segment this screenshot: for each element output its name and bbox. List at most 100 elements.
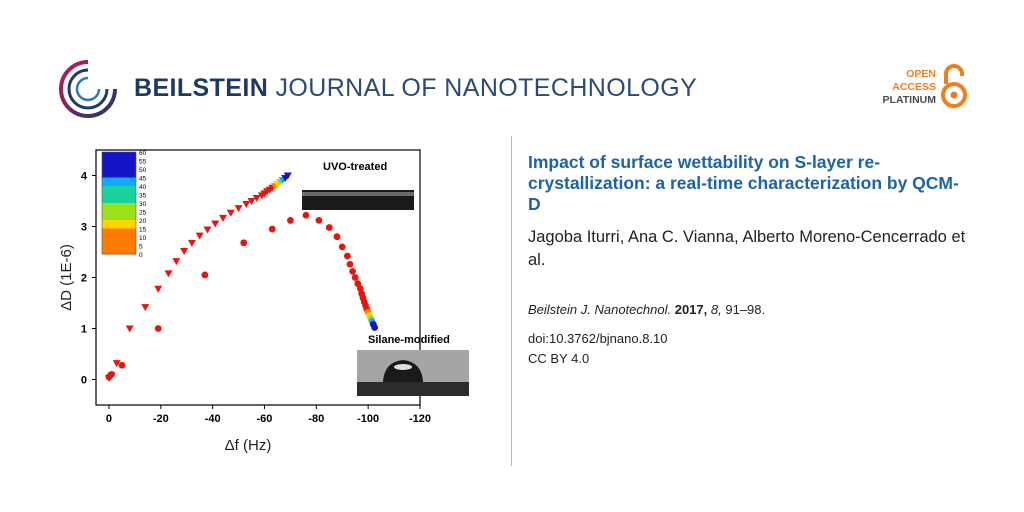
data-point-silane [349, 267, 357, 275]
data-point-silane [201, 271, 209, 279]
inset-silane-substrate [357, 382, 469, 396]
citation-volume: 8, [710, 302, 722, 317]
x-tick-label: -80 [308, 413, 324, 425]
data-point-uvo [252, 194, 261, 202]
data-point-uvo [164, 270, 173, 278]
journal-name-bold: BEILSTEIN [134, 74, 269, 102]
inset-silane-highlight [394, 364, 412, 370]
colorbar-segment [102, 220, 136, 229]
data-point-uvo [195, 232, 204, 240]
annotation-silane: Silane-modified [368, 334, 450, 346]
colorbar-tick-label: 20 [139, 218, 147, 225]
colorbar-segment [102, 237, 136, 246]
citation-journal: Beilstein J. Nanotechnol. [528, 302, 672, 317]
data-point-silane [371, 324, 379, 331]
data-point-uvo [242, 201, 251, 209]
colorbar-segment [102, 203, 136, 212]
y-tick-label: 1 [81, 324, 87, 336]
colorbar-segment [102, 186, 136, 195]
y-axis-label: ΔD (1E-6) [58, 244, 75, 311]
journal-name-rest: JOURNAL OF NANOTECHNOLOGY [268, 74, 698, 102]
article-authors: Jagoba Iturri, Ana C. Vianna, Alberto Mo… [528, 228, 966, 269]
data-point-silane [315, 216, 323, 224]
data-point-uvo [141, 304, 150, 312]
annotation-uvo: UVO-treated [323, 161, 387, 173]
colorbar-segment [102, 169, 136, 178]
data-point-silane [268, 225, 276, 233]
article-title[interactable]: Impact of surface wettability on S-layer… [528, 152, 959, 214]
data-point-silane [287, 216, 294, 224]
oa-line-access: ACCESS [892, 81, 936, 93]
inset-image-uvo [302, 190, 414, 210]
doi-block: doi:10.3762/bjnano.8.10 CC BY 4.0 [528, 329, 668, 369]
citation: Beilstein J. Nanotechnol. 2017, 8, 91–98… [528, 302, 765, 317]
inset-silane-droplet [383, 360, 423, 382]
data-point-uvo [172, 258, 181, 266]
data-point-uvo [234, 205, 243, 213]
x-axis-label: Δf (Hz) [225, 437, 272, 454]
colorbar-segment [102, 160, 136, 170]
x-tick-label: -100 [357, 413, 379, 425]
colorbar-segment [102, 211, 136, 221]
y-tick-label: 2 [81, 273, 87, 285]
inset-image-silane [357, 350, 469, 396]
x-tick-label: -40 [205, 413, 221, 425]
data-point-silane [356, 285, 364, 293]
colorbar-segment [102, 177, 136, 187]
data-point-uvo [247, 198, 256, 205]
colorbar-tick-label: 10 [139, 235, 147, 242]
open-lock-icon [941, 64, 967, 108]
y-tick-label: 4 [81, 171, 88, 183]
colorbar-frame [101, 151, 137, 255]
colorbar-tick-label: 5 [139, 244, 143, 251]
colorbar-tick-label: 50 [139, 167, 147, 174]
data-point-silane [154, 325, 162, 332]
data-point-uvo [219, 214, 228, 222]
data-point-silane [302, 211, 310, 219]
graphical-abstract-chart: 0 -20 -40 -60 -80 -100 -120 0 1 2 3 4 Δf (Hz) ΔD (1E-… [58, 149, 469, 454]
data-point-uvo [187, 239, 196, 247]
colorbar-tick-label: 35 [139, 193, 147, 200]
data-point-uvo [180, 247, 189, 255]
colorbar-tick-label: 0 [139, 252, 143, 259]
data-point-uvo [112, 360, 121, 368]
inset-uvo-film [302, 192, 414, 196]
colorbar-tick-label: 60 [139, 150, 147, 157]
vertical-divider [511, 136, 512, 466]
data-point-uvo [125, 325, 134, 333]
data-point-silane [351, 274, 359, 281]
colorbar-segment [102, 194, 136, 204]
colorbar-tick-label: 55 [139, 159, 147, 166]
data-point-silane [346, 260, 354, 268]
oa-line-platinum: PLATINUM [882, 94, 936, 106]
doi-link[interactable]: doi:10.3762/bjnano.8.10 [528, 331, 668, 346]
colorbar-tick-label: 30 [139, 201, 147, 208]
open-access-badge: OPEN ACCESS PLATINUM [883, 68, 936, 107]
oa-line-open: OPEN [906, 68, 936, 80]
x-tick-label: -20 [153, 413, 169, 425]
data-point-uvo [154, 285, 163, 293]
citation-pages: 91–98. [725, 302, 766, 317]
colorbar-tick-label: 40 [139, 184, 147, 191]
journal-name: BEILSTEIN JOURNAL OF NANOTECHNOLOGY [134, 74, 697, 103]
colorbar-segment [102, 245, 136, 255]
colorbar-segment [102, 152, 136, 161]
colorbar-tick-label: 45 [139, 176, 147, 183]
data-point-silane [118, 361, 126, 369]
x-tick-label: -120 [409, 413, 431, 425]
data-point-uvo [203, 226, 212, 234]
colorbar-segment [102, 228, 136, 238]
license[interactable]: CC BY 4.0 [528, 351, 590, 366]
data-point-uvo [226, 209, 235, 217]
data-point-uvo [283, 172, 292, 180]
colorbar-tick-label: 15 [139, 227, 147, 234]
y-tick-label: 0 [81, 375, 87, 387]
data-point-silane [354, 280, 362, 288]
data-point-silane [325, 224, 333, 231]
data-point-silane [108, 371, 115, 378]
data-point-silane [338, 243, 346, 251]
data-point-silane [240, 239, 248, 247]
data-point-silane [333, 233, 341, 241]
journal-logo-icon [59, 60, 117, 118]
x-tick-label: 0 [106, 413, 112, 425]
